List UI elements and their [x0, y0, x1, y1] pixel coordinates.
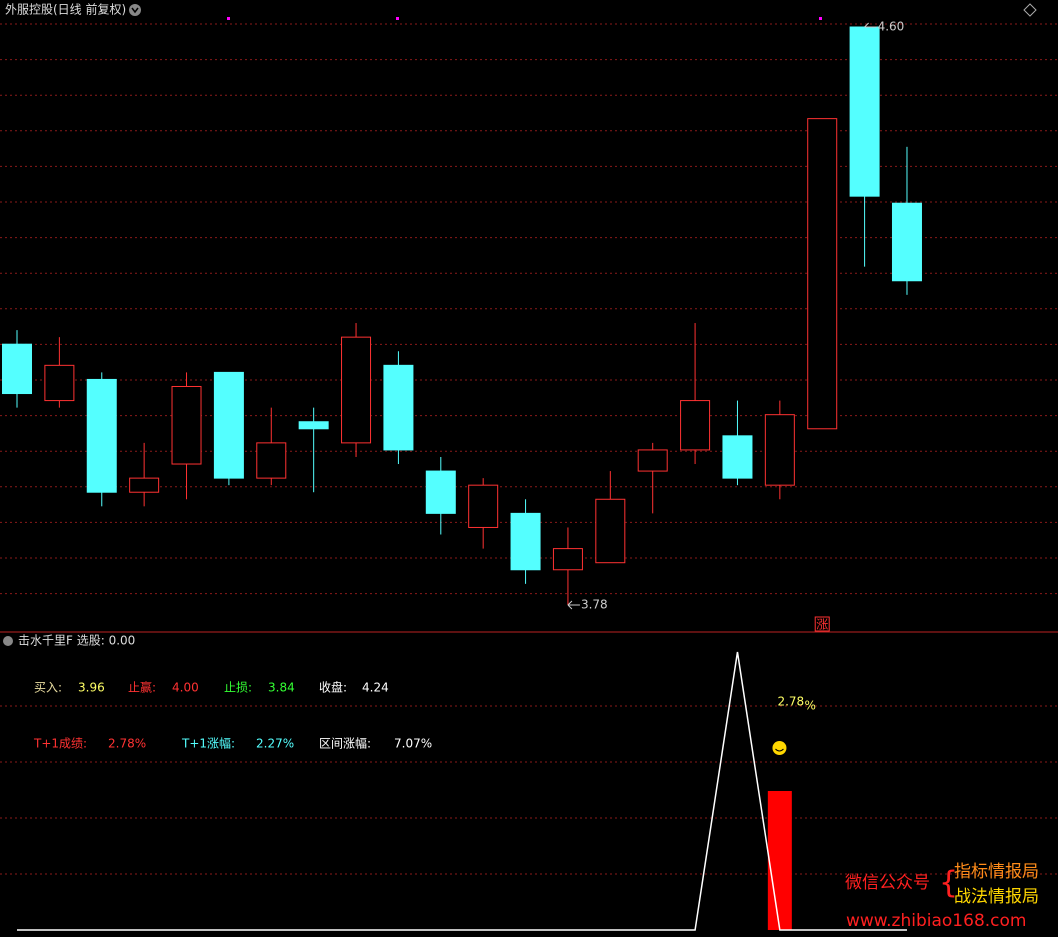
field-value: 3.84	[268, 681, 295, 695]
indicator-dropdown[interactable]	[3, 636, 13, 646]
peak-label: 2.78	[777, 695, 804, 709]
candle-body	[680, 400, 711, 451]
field-label: 止赢:	[128, 680, 156, 695]
watermark: 战法情报局	[954, 887, 1039, 907]
chart-title: 外服控股(日线 前复权)	[5, 2, 126, 17]
marker-dot	[819, 17, 822, 20]
field-label: T+1涨幅:	[181, 736, 235, 751]
candle-body	[86, 378, 117, 493]
candle-body	[425, 470, 456, 514]
candle-body	[171, 385, 202, 465]
max-label: 4.60	[878, 20, 905, 34]
field-value: 4.00	[172, 681, 199, 695]
candle-body	[510, 512, 541, 571]
field-value: 4.24	[362, 681, 389, 695]
field-label: 买入:	[34, 681, 62, 695]
marker-dot	[396, 17, 399, 20]
field-value: 2.27%	[256, 737, 294, 751]
signal-label: 涨	[816, 617, 828, 632]
title-dropdown[interactable]	[129, 4, 141, 16]
candle-body	[2, 343, 32, 395]
indicator-line	[17, 651, 907, 931]
candle-body	[213, 371, 244, 479]
candle-body	[383, 364, 414, 451]
candle-body	[764, 414, 795, 486]
candle-body	[44, 364, 75, 402]
field-value: 3.96	[78, 681, 105, 695]
smiley-face	[775, 748, 784, 752]
field-label: 收盘:	[319, 680, 347, 695]
candle-body	[552, 548, 583, 571]
watermark: 指标情报局	[954, 862, 1039, 882]
candle-body	[849, 26, 880, 197]
indicator-title: 击水千里F 选股: 0.00	[18, 634, 135, 648]
field-label: T+1成绩:	[33, 737, 87, 751]
candle-body	[468, 484, 499, 528]
marker-dot	[227, 17, 230, 20]
watermark-url: www.zhibiao168.com	[846, 911, 1026, 931]
max-arrow	[864, 22, 877, 28]
dropdown-arrow	[131, 7, 139, 14]
candle-body	[891, 202, 922, 282]
field-label: 止损:	[224, 681, 252, 695]
field-label: 区间涨幅:	[319, 736, 371, 751]
candle-body	[807, 118, 838, 430]
signal-box	[814, 616, 830, 632]
min-label: 3.78	[581, 598, 608, 612]
min-arrow	[567, 600, 580, 610]
settings-icon[interactable]	[1023, 3, 1037, 17]
candle-body	[722, 435, 753, 479]
candle-body	[256, 442, 287, 479]
candle-body	[341, 336, 372, 444]
candle-body	[298, 421, 329, 430]
candle-body	[129, 477, 160, 493]
watermark: 微信公众号	[845, 873, 930, 893]
watermark-brace: {	[939, 866, 958, 901]
smiley	[772, 741, 787, 755]
field-value: 2.78%	[108, 737, 146, 751]
candle-body	[595, 498, 626, 564]
candle-body	[637, 449, 668, 472]
field-value: 7.07%	[394, 737, 432, 751]
indicator-bar	[767, 791, 792, 930]
peak-unit: %	[804, 699, 815, 713]
